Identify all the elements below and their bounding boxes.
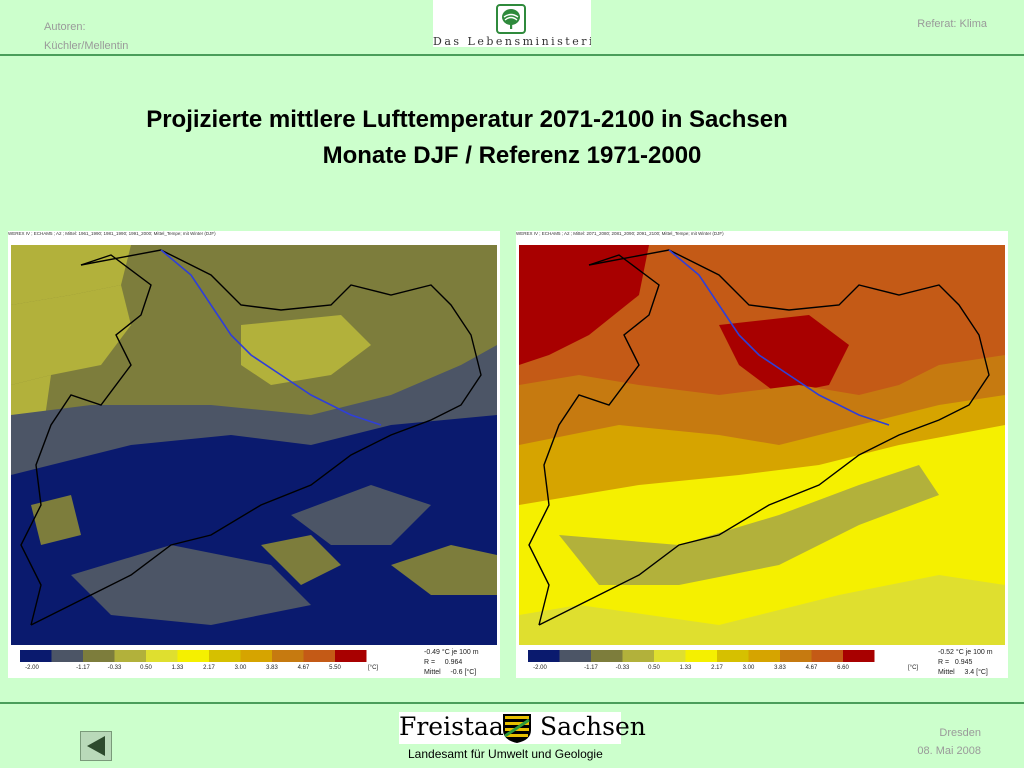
map-panel-reference: WEREX IV ; ECHAM5 ; A2 ; Mittel: 1961_19… [8,231,500,678]
authors-names: Küchler/Mellentin [44,40,129,52]
scale-tick-label: 4.67 [297,665,310,671]
scale-swatch [748,650,780,662]
logo-text-right: Sachsen [540,712,646,741]
river-elbe [668,249,890,426]
river-elbe [160,249,382,426]
scale-swatch [591,650,623,662]
stat-mean: Mittel -0.6 [°C] [424,669,477,676]
temperature-map-reference [11,245,497,645]
agency-name: Landesamt für Umwelt und Geologie [408,747,603,761]
scale-tick-label: -1.17 [584,665,598,671]
scale-tick-label: 3.00 [234,665,247,671]
scale-tick-label: 3.83 [266,665,278,671]
slide-title-line1: Projizierte mittlere Lufttemperatur 2071… [146,106,788,133]
stat-gradient: -0.52 °C je 100 m [938,649,993,656]
logo-text-left: Freistaat [399,712,514,741]
scale-swatch [335,650,367,662]
scale-tick-label: 6.60 [837,665,849,671]
stat-r: R = 0.945 [938,659,973,666]
scale-swatch [717,650,749,662]
scale-tick-label: 3.00 [742,665,755,671]
scale-swatch [209,650,241,662]
footer-city: Dresden [939,727,981,739]
scale-tick-label: -2.00 [533,665,547,671]
stat-mean: Mittel 3.4 [°C] [938,669,988,676]
scale-tick-label: 4.67 [805,665,818,671]
map-panel-projection: WEREX IV ; ECHAM5 ; A2 ; Mittel: 2071_20… [516,231,1008,678]
authors-block: Autoren: Küchler/Mellentin [44,18,128,56]
scale-tick-label: 2.17 [203,665,215,671]
tree-leaf-icon [496,4,526,34]
map-stats-projection: -0.52 °C je 100 m R = 0.945 Mittel 3.4 [°C… [938,648,993,678]
scale-swatch [114,650,146,662]
ministry-logo-text: Das Lebensministerium [433,35,591,47]
freistaat-sachsen-logo: Freistaat Sachsen [399,712,646,744]
authors-label: Autoren: [44,21,86,33]
scale-swatch [51,650,83,662]
map-stats-reference: -0.49 °C je 100 m R = 0.964 Mittel -0.6 [°… [424,648,479,678]
scale-swatch [780,650,812,662]
scale-tick-label: 2.17 [711,665,723,671]
temperature-map-projection [519,245,1005,645]
stat-r: R = 0.964 [424,659,463,666]
stat-gradient: -0.49 °C je 100 m [424,649,479,656]
scale-swatch [654,650,686,662]
scale-swatch [272,650,304,662]
scale-swatch [843,650,875,662]
scale-swatch [811,650,843,662]
map-header-text: WEREX IV ; ECHAM5 ; A2 ; Mittel: 1961_19… [8,231,216,236]
back-button[interactable] [80,731,112,761]
slide-title-line2: Monate DJF / Referenz 1971-2000 [322,142,702,169]
scale-swatch [177,650,209,662]
department-label: Referat: Klima [917,18,987,30]
scale-tick-label: -2.00 [25,665,39,671]
scale-tick-label: 3.83 [774,665,786,671]
scale-tick-label: -0.33 [107,665,122,671]
map-header-text: WEREX IV ; ECHAM5 ; A2 ; Mittel: 2071_20… [516,231,724,236]
scale-tick-label: 1.33 [679,665,692,671]
color-scale-projection [528,650,875,662]
back-arrow-icon [87,736,105,756]
scale-swatch [20,650,52,662]
scale-unit: [°C] [368,665,379,671]
scale-tick-label: 0.50 [648,665,660,671]
scale-tick-label: 5.50 [329,665,341,671]
ministry-logo: Das Lebensministerium [433,0,591,47]
scale-tick-label: -1.17 [76,665,90,671]
scale-swatch [528,650,560,662]
scale-swatch [685,650,717,662]
scale-tick-label: -0.33 [615,665,630,671]
header-divider [0,54,1024,56]
footer-date: 08. Mai 2008 [917,745,981,757]
scale-swatch [559,650,591,662]
scale-swatch [83,650,115,662]
color-scale-reference [20,650,367,662]
saxony-crest-icon [503,714,531,743]
scale-swatch [240,650,272,662]
footer-divider [0,702,1024,704]
scale-tick-label: 1.33 [171,665,184,671]
scale-swatch [146,650,178,662]
scale-swatch [622,650,654,662]
scale-tick-label: 0.50 [140,665,152,671]
scale-unit: [°C] [908,665,919,671]
scale-swatch [303,650,335,662]
